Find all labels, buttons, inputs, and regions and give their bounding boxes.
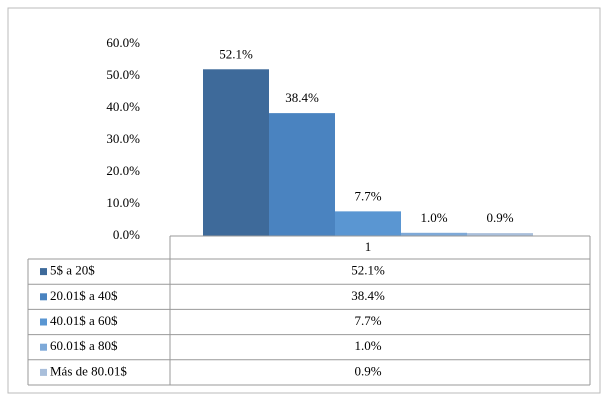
y-tick-label: 0.0% bbox=[113, 227, 140, 242]
table-value: 7.7% bbox=[354, 313, 381, 328]
y-tick-label: 50.0% bbox=[106, 67, 140, 82]
y-tick-label: 10.0% bbox=[106, 195, 140, 210]
data-label: 52.1% bbox=[219, 46, 253, 61]
data-label: 0.9% bbox=[486, 210, 513, 225]
bar bbox=[269, 113, 335, 236]
data-label: 1.0% bbox=[420, 210, 447, 225]
table-value: 0.9% bbox=[354, 363, 381, 378]
legend-key bbox=[40, 293, 47, 301]
legend-label: 5$ a 20$ bbox=[50, 263, 95, 278]
legend-key bbox=[40, 268, 47, 276]
legend-label: 20.01$ a 40$ bbox=[50, 288, 118, 303]
table-value: 1.0% bbox=[354, 338, 381, 353]
legend-label: 60.01$ a 80$ bbox=[50, 338, 118, 353]
legend-key bbox=[40, 368, 47, 376]
bar bbox=[203, 69, 269, 236]
table-value: 38.4% bbox=[351, 288, 385, 303]
legend-label: Más de 80.01$ bbox=[50, 363, 127, 378]
data-label: 38.4% bbox=[285, 90, 319, 105]
legend-key bbox=[40, 318, 47, 326]
bar bbox=[401, 232, 467, 236]
table-value: 52.1% bbox=[351, 263, 385, 278]
y-tick-label: 30.0% bbox=[106, 131, 140, 146]
x-tick-label: 1 bbox=[365, 239, 372, 254]
y-tick-label: 60.0% bbox=[106, 35, 140, 50]
legend-label: 40.01$ a 60$ bbox=[50, 313, 118, 328]
legend-key bbox=[40, 343, 47, 351]
bar bbox=[467, 233, 533, 236]
data-label: 7.7% bbox=[354, 188, 381, 203]
y-tick-label: 40.0% bbox=[106, 99, 140, 114]
bar bbox=[335, 211, 401, 236]
y-tick-label: 20.0% bbox=[106, 163, 140, 178]
